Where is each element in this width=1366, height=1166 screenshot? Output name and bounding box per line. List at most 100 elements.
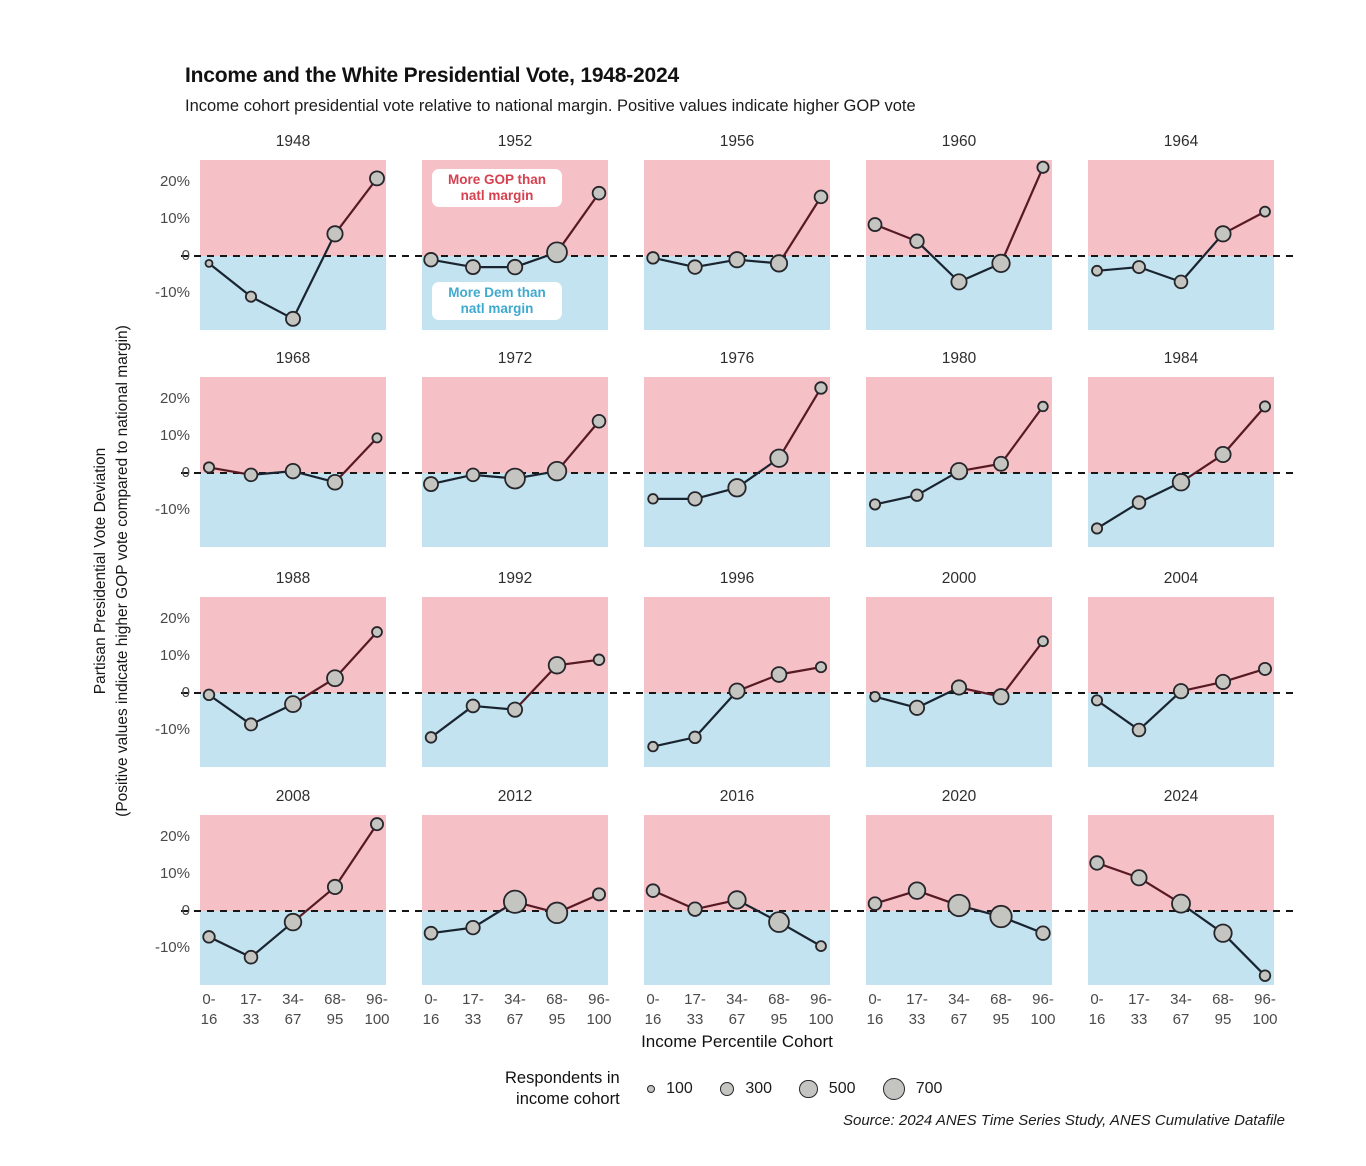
data-point-1948-17-33 (244, 290, 258, 303)
data-point-1976-34-67 (727, 478, 747, 498)
data-point-1964-68-95 (1214, 225, 1232, 243)
legend-size-circle (799, 1079, 818, 1099)
y-tick-label: -10% (154, 283, 190, 301)
data-point-2012-68-95 (545, 901, 569, 925)
zero-deviation-dashed-line (181, 472, 1293, 475)
data-point-2000-17-33 (908, 699, 926, 716)
data-point-2016-34-67 (727, 890, 747, 910)
panel-plot-1976 (647, 381, 828, 507)
data-point-2004-0-16 (1090, 694, 1104, 707)
panel-plot-1960 (867, 160, 1050, 291)
line-segment (1138, 266, 1182, 283)
line-segment (1096, 501, 1140, 530)
gop-region (1088, 597, 1274, 693)
data-point-1992-17-33 (465, 698, 481, 714)
data-point-2020-34-67 (947, 893, 971, 918)
data-point-2000-34-67 (950, 679, 968, 696)
line-segment (652, 736, 696, 748)
x-tick-label: 0- 16 (644, 991, 662, 1028)
y-axis-title-line1: Partisan Presidential Vote Deviation (92, 447, 109, 695)
data-point-1976-96-100 (814, 381, 828, 395)
line-segment (1096, 699, 1140, 731)
gop-region (866, 377, 1052, 473)
panel-year-label: 2012 (497, 788, 533, 805)
x-tick-label: 96- 100 (808, 991, 834, 1028)
data-point-2000-68-95 (992, 688, 1010, 706)
x-tick-label: 0- 16 (866, 991, 884, 1028)
line-segment (1000, 405, 1044, 465)
panel-plot-1988 (202, 626, 383, 732)
data-point-1996-17-33 (688, 730, 702, 745)
gop-region (200, 377, 386, 473)
data-point-2012-0-16 (423, 925, 439, 941)
panel-plot-2012 (423, 887, 606, 941)
y-tick-label: 0 (181, 902, 190, 919)
line-segment (208, 262, 252, 298)
dem-region (644, 256, 830, 330)
line-segment (556, 192, 600, 253)
panel-year-label: 1948 (275, 133, 311, 150)
data-point-2008-34-67 (283, 912, 303, 932)
data-point-1972-68-95 (546, 460, 568, 482)
x-tick-label: 0- 16 (1088, 991, 1106, 1028)
y-tick-label: -10% (154, 938, 190, 956)
data-point-1988-68-95 (326, 669, 344, 688)
data-point-1964-17-33 (1132, 260, 1146, 275)
data-point-2012-96-100 (592, 887, 606, 902)
panel-year-label: 2004 (1163, 570, 1199, 587)
data-point-1976-17-33 (687, 491, 703, 507)
data-point-1980-68-95 (993, 455, 1009, 472)
panel-plot-1972 (423, 413, 607, 493)
data-point-1964-0-16 (1091, 264, 1103, 277)
panel-year-label: 1976 (719, 350, 755, 367)
data-point-1948-68-95 (326, 225, 344, 243)
panel-plot-1948 (204, 170, 385, 327)
y-tick-label: 20% (159, 390, 190, 408)
y-tick-label: 10% (159, 427, 190, 445)
data-point-2004-68-95 (1214, 673, 1232, 690)
x-tick-label: 68- 95 (546, 991, 568, 1028)
data-point-1972-96-100 (591, 413, 607, 429)
panel-plot-2020 (867, 881, 1051, 941)
line-segment (999, 166, 1045, 264)
panel-plot-1952 (423, 185, 607, 276)
data-point-1988-17-33 (244, 717, 258, 732)
data-point-1948-96-100 (369, 170, 385, 187)
data-point-1968-96-100 (371, 432, 383, 444)
x-tick-label: 17- 33 (462, 991, 484, 1028)
panel-year-label: 1972 (497, 350, 533, 367)
data-point-1956-96-100 (813, 189, 829, 205)
line-segment (334, 823, 378, 888)
data-point-1980-0-16 (868, 498, 882, 511)
data-point-1980-96-100 (1037, 400, 1049, 413)
panel-plot-1984 (1090, 400, 1272, 535)
data-point-2012-17-33 (465, 919, 481, 936)
data-point-1956-68-95 (769, 254, 789, 273)
size-legend-items: 100 300 500 700 (646, 1077, 942, 1101)
panel-year-label: 2024 (1163, 788, 1199, 805)
panel-plot-2000 (869, 635, 1049, 716)
line-segment (916, 240, 960, 283)
data-point-2004-34-67 (1172, 683, 1190, 700)
gop-region (200, 815, 386, 911)
data-point-1956-34-67 (728, 251, 746, 269)
data-point-1976-0-16 (647, 493, 659, 505)
panel-plot-1956 (646, 189, 829, 275)
data-point-1996-68-95 (770, 666, 788, 683)
line-segment (514, 664, 558, 711)
line-segment (334, 631, 378, 679)
data-point-1972-17-33 (465, 467, 481, 483)
data-point-1988-0-16 (202, 688, 216, 702)
line-segment (778, 387, 822, 459)
size-legend: Respondents in income cohort 100 300 500 70… (505, 1064, 942, 1114)
size-legend-label: Respondents in income cohort (505, 1069, 620, 1108)
data-point-1996-34-67 (728, 682, 746, 700)
data-point-1984-96-100 (1258, 400, 1272, 413)
data-point-1996-0-16 (647, 740, 659, 753)
chart-subtitle: Income cohort presidential vote relative… (185, 97, 916, 115)
line-segment (694, 690, 738, 739)
panel-year-label: 1996 (719, 570, 755, 587)
panel-year-label: 1956 (719, 133, 755, 150)
data-point-2016-96-100 (815, 940, 827, 952)
panel-plot-1964 (1091, 205, 1271, 290)
